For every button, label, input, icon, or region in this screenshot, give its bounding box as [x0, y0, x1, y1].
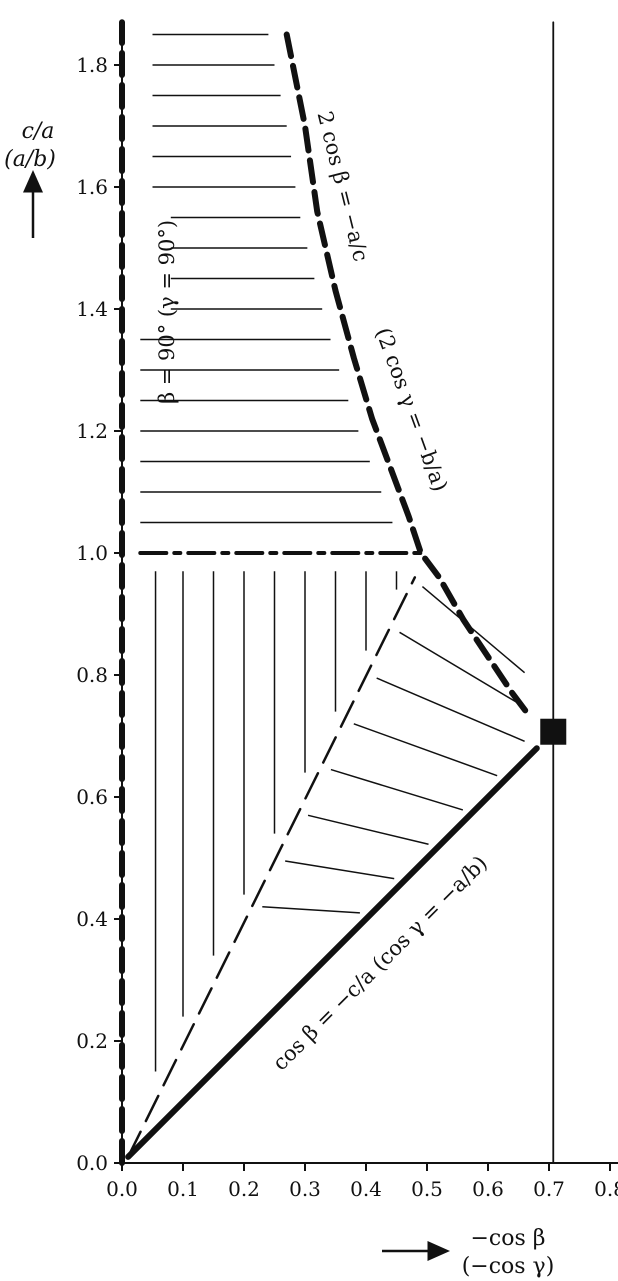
y-tick-label-0: 0.0	[76, 1151, 108, 1175]
x-tick-label-0: 0.0	[106, 1177, 138, 1201]
x-tick-label-3: 0.3	[289, 1177, 321, 1201]
hatch-diagonal-6	[307, 814, 429, 846]
y-tick-label-9: 1.8	[76, 53, 108, 77]
hatch-diagonal-10	[399, 631, 525, 708]
annotation-lower-line: cos β = −c/a (cos γ = −a/b)	[268, 851, 492, 1075]
x-tick-label-1: 0.1	[167, 1177, 199, 1201]
boundary-1	[125, 745, 540, 1160]
x-tick-label-5: 0.5	[411, 1177, 443, 1201]
hatch-diagonal-4	[262, 906, 360, 914]
y-tick-label-3: 0.6	[76, 785, 108, 809]
hatching	[140, 33, 526, 1072]
boundary-0	[283, 31, 534, 721]
y-tick-label-6: 1.2	[76, 419, 108, 443]
x-tick-label-6: 0.6	[472, 1177, 504, 1201]
y-tick-label-8: 1.6	[76, 175, 108, 199]
axis-ticks: 0.0 0.1 0.2 0.3 0.4 0.5 0.6 0.7 0.8 0.0 0.2 0.4 0.6 0…	[76, 53, 618, 1201]
x-tick-label-7: 0.7	[533, 1177, 565, 1201]
special-point-square	[540, 718, 567, 745]
hatch-diagonal-7	[330, 768, 464, 811]
y-axis-label-line1: c/a	[22, 119, 55, 144]
axes	[121, 22, 618, 1164]
x-tick-label-8: 0.8	[594, 1177, 618, 1201]
y-tick-label-5: 1.0	[76, 541, 108, 565]
y-axis-label-line2: (a/b)	[4, 147, 56, 172]
hatch-diagonal-5	[285, 860, 395, 880]
y-tick-label-1: 0.2	[76, 1029, 108, 1053]
annotation-left-axis: β = 90° (γ = 90°)	[155, 220, 179, 404]
x-tick-label-4: 0.4	[350, 1177, 382, 1201]
hatch-diagonal-9	[376, 677, 525, 743]
y-tick-label-7: 1.4	[76, 297, 108, 321]
y-tick-label-4: 0.8	[76, 663, 108, 687]
x-tick-label-2: 0.2	[228, 1177, 260, 1201]
annotation-upper-curve-2: (2 cos γ = −b/a)	[371, 324, 453, 494]
boundary-3	[126, 576, 417, 1159]
x-axis-label-line1: −cos β	[470, 1226, 545, 1251]
y-tick-label-2: 0.4	[76, 907, 108, 931]
hatch-diagonal-8	[353, 723, 498, 777]
x-axis-label-line2: (−cos γ)	[462, 1254, 555, 1279]
